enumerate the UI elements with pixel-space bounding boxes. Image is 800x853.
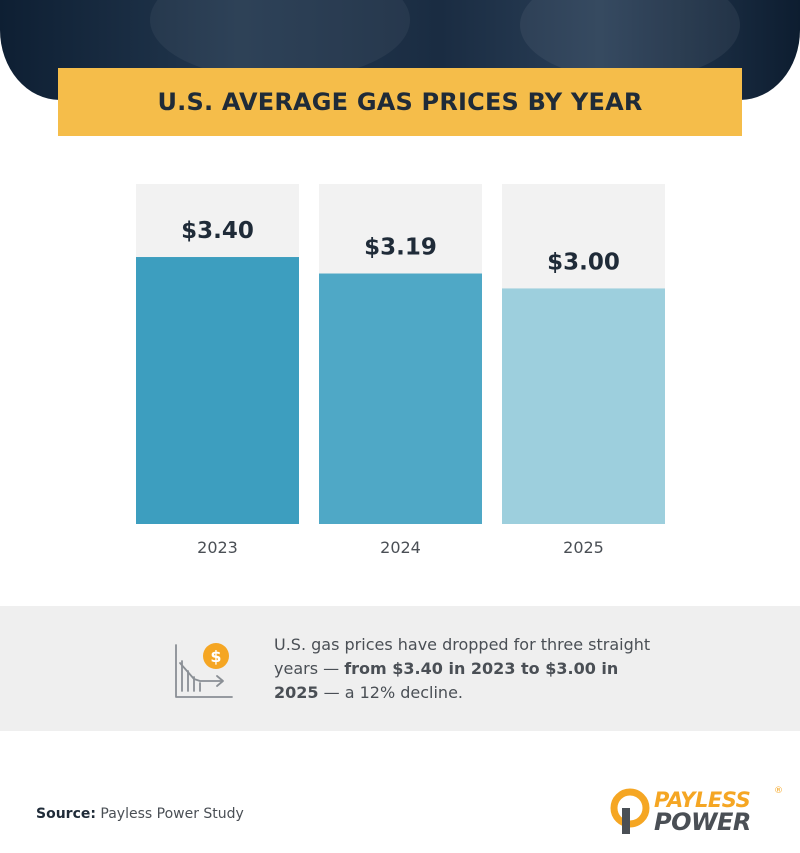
title-banner: U.S. AVERAGE GAS PRICES BY YEAR <box>58 68 742 136</box>
logo-mark-icon <box>610 788 650 834</box>
summary-text: U.S. gas prices have dropped for three s… <box>274 633 654 705</box>
source-note: Source: Payless Power Study <box>36 806 244 822</box>
summary-text-lead: U.S. gas prices have dropped for three s… <box>274 635 651 678</box>
data-label-2025: $3.00 <box>547 249 620 275</box>
data-label-2023: $3.40 <box>181 218 254 244</box>
bar-chart: $3.40 2023 $3.19 2024 $3.00 2025 <box>136 184 665 557</box>
summary-panel <box>0 606 800 731</box>
bar-2024 <box>319 273 482 524</box>
x-tick-label-2024: 2024 <box>380 538 421 557</box>
payless-power-logo: PAYLESS POWER ® <box>608 786 788 836</box>
x-tick-label-2025: 2025 <box>563 538 604 557</box>
summary-text-bold: from $3.40 in 2023 to $3.00 in 2025 <box>274 659 619 702</box>
data-label-2024: $3.19 <box>364 235 437 261</box>
dollar-price-drop-icon: $ <box>175 643 233 698</box>
page-title: U.S. AVERAGE GAS PRICES BY YEAR <box>157 88 643 116</box>
summary-text-tail: — a 12% decline. <box>318 683 463 702</box>
bar-2023 <box>136 257 299 524</box>
svg-text:$: $ <box>210 647 221 666</box>
source-label: Source: <box>36 806 96 822</box>
logo-word-payless: PAYLESS <box>654 788 751 812</box>
bar-2025 <box>502 288 665 524</box>
logo-registered-mark: ® <box>774 786 783 796</box>
x-tick-label-2023: 2023 <box>197 538 238 557</box>
source-value: Payless Power Study <box>95 806 244 822</box>
logo-word-power: POWER <box>654 808 751 836</box>
